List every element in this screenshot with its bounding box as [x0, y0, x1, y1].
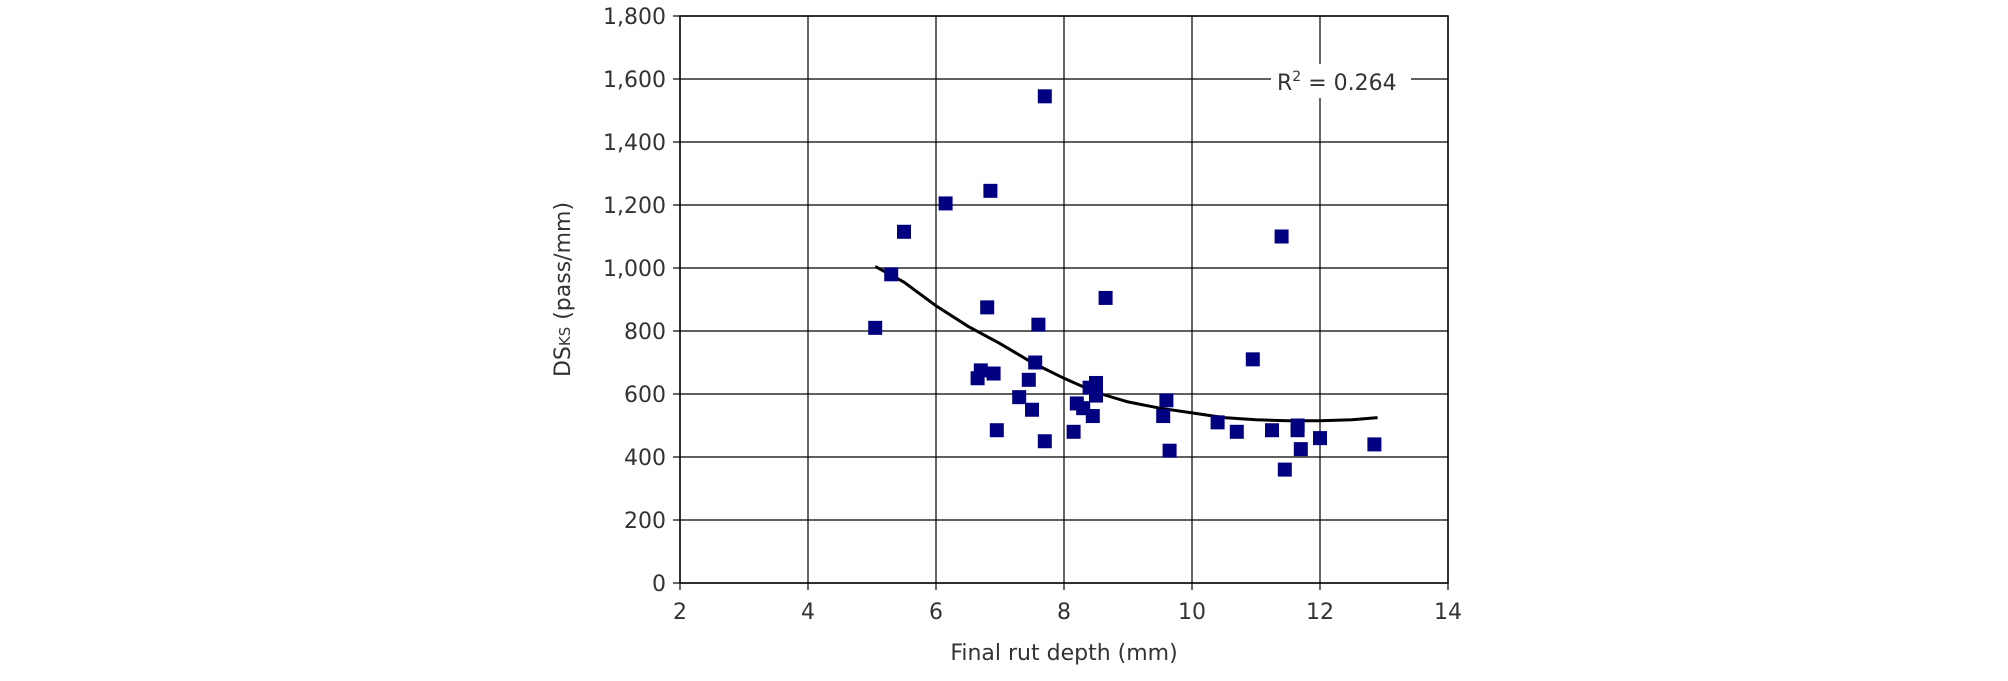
data-point [1156, 409, 1171, 424]
data-point [1098, 290, 1113, 305]
x-tick-label: 2 [673, 600, 687, 625]
y-tick-label: 1,600 [603, 68, 666, 93]
data-point [973, 363, 988, 378]
y-axis-title-suffix: (pass/mm) [551, 202, 576, 327]
data-point [868, 320, 883, 335]
data-point [938, 196, 953, 211]
trend-line [874, 265, 1378, 423]
data-point [1012, 390, 1027, 405]
data-point [1037, 434, 1052, 449]
data-point [1313, 431, 1327, 446]
data-point [1162, 443, 1177, 458]
data-point [983, 183, 998, 198]
y-tick-label: 1,800 [603, 5, 666, 30]
y-tick-label: 600 [624, 383, 666, 408]
r-squared-value: = 0.264 [1301, 71, 1396, 96]
data-point [1277, 462, 1292, 477]
data-points [868, 89, 1382, 477]
y-tick-label: 1,000 [603, 257, 666, 282]
data-point [1085, 409, 1100, 424]
x-tick-label: 12 [1306, 600, 1334, 625]
data-point [1089, 375, 1103, 390]
data-point [1021, 372, 1036, 387]
data-point [1210, 415, 1225, 430]
data-point [1293, 442, 1308, 457]
data-point [1274, 229, 1289, 244]
x-tick-label: 8 [1057, 600, 1071, 625]
y-axis-title-prefix: DS [551, 346, 576, 377]
data-point [1245, 352, 1260, 367]
data-point [1367, 437, 1382, 452]
data-point [1229, 424, 1244, 439]
y-tick-label: 400 [624, 446, 666, 471]
data-point [1066, 424, 1081, 439]
data-point [884, 267, 899, 282]
data-point [1089, 388, 1103, 403]
data-point [980, 300, 995, 315]
x-tick-label: 10 [1178, 600, 1206, 625]
y-tick-label: 200 [624, 509, 666, 534]
r-squared-superscript: 2 [1292, 69, 1301, 85]
y-tick-label: 800 [624, 320, 666, 345]
x-tick-label: 14 [1434, 600, 1462, 625]
data-point [1025, 402, 1039, 417]
data-point [1159, 393, 1174, 408]
data-point [1028, 355, 1043, 370]
x-tick-label: 4 [801, 600, 815, 625]
tick-labels: 2 4 6 8 10 12 14 0 200 400 600 800 1,000 1,200 1,400 1,… [603, 5, 1462, 625]
y-tick-label: 1,400 [603, 131, 666, 156]
r-squared-prefix: R [1277, 71, 1292, 96]
y-axis-title: DSKS (pass/mm) [551, 202, 576, 377]
data-point [1290, 423, 1305, 438]
y-axis-title-subscript: KS [556, 327, 574, 346]
data-point [1037, 89, 1052, 104]
y-tick-label: 0 [652, 572, 666, 597]
grid [679, 15, 1449, 584]
data-point [986, 366, 1001, 381]
r-squared-label: R2 = 0.264 [1277, 69, 1397, 96]
x-axis-title: Final rut depth (mm) [950, 641, 1177, 666]
y-tick-label: 1,200 [603, 194, 666, 219]
data-point [1031, 317, 1046, 332]
x-tick-label: 6 [929, 600, 943, 625]
r-squared-background [1271, 64, 1411, 98]
data-point [897, 224, 911, 239]
data-point [989, 423, 1004, 438]
data-point [1265, 423, 1279, 438]
